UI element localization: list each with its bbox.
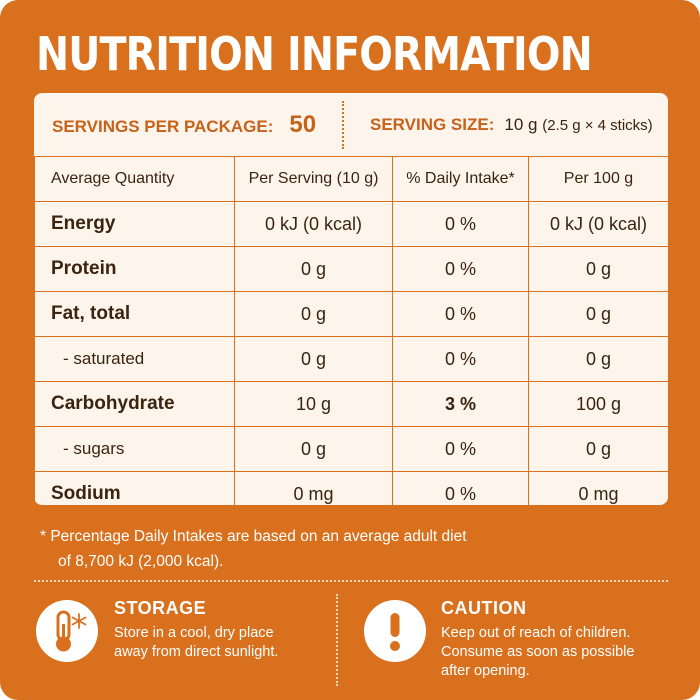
per-serving-value: 0 g — [234, 336, 393, 382]
storage-icon-circle — [36, 600, 98, 662]
daily-intake-value: 0 % — [392, 246, 529, 292]
table-row: Energy 0 kJ (0 kcal) 0 % 0 kJ (0 kcal) — [34, 201, 669, 247]
nutrient-name: - saturated — [34, 336, 235, 382]
caution-title: CAUTION — [441, 598, 527, 618]
per-serving-value: 0 g — [234, 291, 393, 337]
servings-per-package-label: SERVINGS PER PACKAGE: — [52, 117, 274, 136]
per-serving-value: 0 mg — [234, 471, 393, 517]
footnote-line: of 8,700 kJ (2,000 kcal). — [58, 553, 224, 570]
per-100g-value: 0 g — [528, 336, 669, 382]
column-header: Per 100 g — [528, 156, 669, 202]
caution-line: Consume as soon as possible — [441, 644, 635, 660]
storage-line: Store in a cool, dry place — [114, 625, 274, 641]
daily-intake-value: 0 % — [392, 471, 529, 517]
per-100g-value: 100 g — [528, 381, 669, 427]
daily-intake-value: 0 % — [392, 201, 529, 247]
page-title: NUTRITION INFORMATION — [36, 27, 593, 81]
daily-intake-value: 0 % — [392, 291, 529, 337]
serving-size-amount: 10 g — [504, 115, 538, 134]
servings-divider — [342, 101, 344, 149]
serving-size-detail: (2.5 g × 4 sticks) — [542, 117, 653, 134]
serving-size-value: 10 g (2.5 g × 4 sticks) — [504, 115, 652, 134]
daily-intake-value: 0 % — [392, 336, 529, 382]
per-100g-value: 0 g — [528, 426, 669, 472]
section-divider — [34, 580, 668, 582]
per-100g-value: 0 kJ (0 kcal) — [528, 201, 669, 247]
footnote-line: * Percentage Daily Intakes are based on … — [40, 528, 467, 545]
table-row: Fat, total 0 g 0 % 0 g — [34, 291, 669, 337]
caution-icon-circle — [364, 600, 426, 662]
caution-line: after opening. — [441, 663, 530, 679]
storage-text: Store in a cool, dry place away from dir… — [114, 624, 278, 662]
footnote: * Percentage Daily Intakes are based on … — [40, 524, 660, 574]
nutrition-label: SERVINGS PER PACKAGE: 50 SERVING SIZE: 10 … — [34, 93, 669, 517]
per-100g-value: 0 g — [528, 291, 669, 337]
table-header-row: Average Quantity Per Serving (10 g) % Da… — [34, 156, 669, 202]
table-row: - saturated 0 g 0 % 0 g — [34, 336, 669, 382]
per-100g-value: 0 g — [528, 246, 669, 292]
column-header: Average Quantity — [34, 156, 235, 202]
serving-size: SERVING SIZE: 10 g (2.5 g × 4 sticks) — [370, 93, 653, 156]
column-header: Per Serving (10 g) — [234, 156, 393, 202]
table-row: Carbohydrate 10 g 3 % 100 g — [34, 381, 669, 427]
daily-intake-value: 0 % — [392, 426, 529, 472]
caution-text: Keep out of reach of children. Consume a… — [441, 624, 634, 681]
nutrient-name: Fat, total — [34, 291, 235, 337]
servings-row: SERVINGS PER PACKAGE: 50 SERVING SIZE: 10 … — [34, 93, 668, 156]
nutrient-name: Carbohydrate — [34, 381, 235, 427]
nutrition-table: Average Quantity Per Serving (10 g) % Da… — [34, 156, 669, 517]
servings-per-package: SERVINGS PER PACKAGE: 50 — [52, 93, 316, 156]
per-100g-value: 0 mg — [528, 471, 669, 517]
nutrient-name: Sodium — [34, 471, 235, 517]
table-row: - sugars 0 g 0 % 0 g — [34, 426, 669, 472]
storage-title: STORAGE — [114, 598, 207, 618]
column-header: % Daily Intake* — [392, 156, 529, 202]
nutrient-name: Energy — [34, 201, 235, 247]
per-serving-value: 0 g — [234, 246, 393, 292]
caution-line: Keep out of reach of children. — [441, 625, 631, 641]
info-divider — [336, 594, 338, 686]
daily-intake-value: 3 % — [392, 381, 529, 427]
nutrient-name: - sugars — [34, 426, 235, 472]
per-serving-value: 0 g — [234, 426, 393, 472]
nutrient-name: Protein — [34, 246, 235, 292]
servings-per-package-value: 50 — [289, 111, 317, 138]
thermometer-snowflake-icon — [56, 610, 87, 652]
table-row: Sodium 0 mg 0 % 0 mg — [34, 471, 669, 517]
table-row: Protein 0 g 0 % 0 g — [34, 246, 669, 292]
serving-size-label: SERVING SIZE: — [370, 115, 495, 134]
exclamation-icon — [390, 613, 400, 651]
per-serving-value: 0 kJ (0 kcal) — [234, 201, 393, 247]
storage-line: away from direct sunlight. — [114, 644, 279, 660]
per-serving-value: 10 g — [234, 381, 393, 427]
